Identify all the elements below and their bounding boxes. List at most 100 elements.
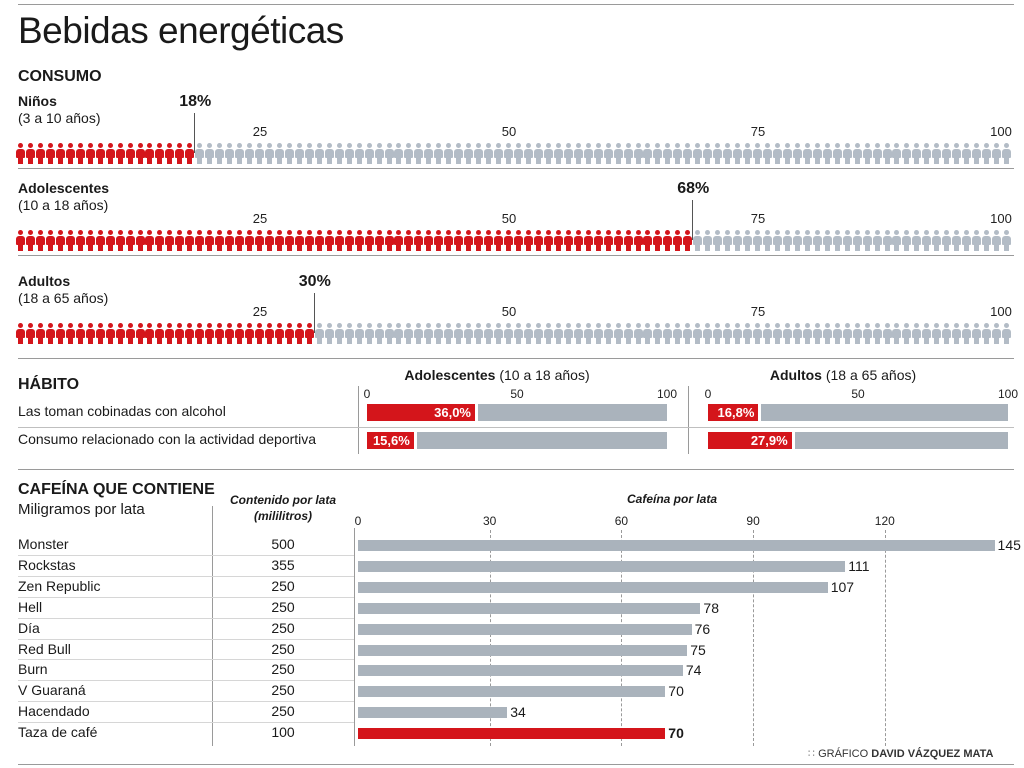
person-icon-filled	[424, 230, 434, 252]
person-head	[804, 230, 810, 235]
group-name: Adultos	[18, 273, 71, 289]
caffeine-value: 111	[848, 557, 870, 574]
person-body	[683, 236, 693, 245]
person-body	[115, 329, 125, 338]
person-legs	[735, 244, 741, 251]
person-head	[47, 143, 53, 148]
person-icon-empty	[613, 143, 623, 165]
person-head	[864, 143, 870, 148]
person-icon-empty	[444, 323, 454, 345]
person-icon-filled	[633, 230, 643, 252]
habito-row-label: Consumo relacionado con la actividad dep…	[18, 431, 317, 447]
habito-panel-title-rest: (18 a 65 años)	[821, 367, 917, 383]
person-icon-empty	[1002, 230, 1012, 252]
person-icon-empty	[962, 143, 972, 165]
person-head	[406, 323, 412, 328]
person-legs	[466, 157, 472, 164]
person-body	[563, 149, 573, 158]
person-legs	[745, 337, 751, 344]
person-legs	[476, 157, 482, 164]
person-icon-filled	[653, 230, 663, 252]
person-legs	[934, 337, 940, 344]
person-head	[197, 143, 203, 148]
person-icon-filled	[394, 230, 404, 252]
person-icon-filled	[45, 230, 55, 252]
brand-label: Rockstas	[18, 556, 76, 573]
person-icon-empty	[653, 143, 663, 165]
person-head	[954, 143, 960, 148]
person-legs	[207, 157, 213, 164]
person-body	[613, 236, 623, 245]
caffeine-bar	[358, 665, 683, 677]
person-legs	[615, 244, 621, 251]
person-body	[583, 236, 593, 245]
habito-tick-label: 0	[704, 387, 712, 401]
person-icon-filled	[334, 230, 344, 252]
volume-column-header: Contenido por lata (mililitros)	[230, 492, 336, 524]
person-head	[904, 230, 910, 235]
person-head	[267, 323, 272, 328]
person-icon-empty	[374, 323, 384, 345]
person-legs	[67, 337, 73, 344]
caffeine-row-separator	[18, 680, 354, 682]
person-body	[145, 149, 155, 158]
person-body	[314, 149, 324, 158]
person-head	[227, 230, 233, 235]
person-icon-filled	[364, 230, 374, 252]
person-head	[685, 230, 691, 235]
person-body	[205, 329, 215, 338]
person-body	[484, 329, 494, 338]
brand-label: Taza de café	[18, 724, 98, 741]
person-head	[257, 323, 263, 328]
person-head	[665, 323, 671, 328]
person-legs	[984, 244, 990, 251]
person-head	[994, 230, 1000, 235]
person-icon-filled	[145, 230, 155, 252]
person-head	[286, 323, 292, 328]
person-legs	[496, 244, 502, 251]
person-head	[585, 323, 591, 328]
cafeina-separator-left	[212, 506, 213, 746]
person-icon-empty	[324, 323, 334, 345]
person-icon-empty	[434, 143, 444, 165]
volume-value: 250	[271, 577, 295, 594]
person-head	[286, 143, 292, 148]
person-icon-empty	[474, 323, 484, 345]
person-body	[962, 329, 972, 338]
person-body	[892, 149, 902, 158]
person-head	[685, 143, 691, 148]
person-legs	[436, 337, 442, 344]
person-icon-empty	[792, 143, 802, 165]
person-head	[814, 323, 820, 328]
person-body	[225, 236, 235, 245]
person-body	[723, 149, 733, 158]
caffeine-value: 145	[997, 537, 1021, 553]
person-legs	[615, 337, 621, 344]
person-head	[356, 143, 362, 148]
person-legs	[904, 337, 910, 344]
person-head	[974, 323, 980, 328]
group-range: (10 a 18 años)	[18, 197, 109, 213]
person-head	[745, 143, 751, 148]
person-head	[735, 230, 741, 235]
person-body	[414, 329, 424, 338]
person-body	[404, 149, 414, 158]
person-icon-filled	[294, 323, 304, 345]
person-legs	[426, 157, 432, 164]
person-head	[416, 323, 422, 328]
person-legs	[396, 157, 402, 164]
person-legs	[47, 157, 53, 164]
person-icon-empty	[842, 143, 852, 165]
person-legs	[296, 337, 302, 344]
person-icon-filled	[205, 323, 215, 345]
person-legs	[306, 157, 312, 164]
person-legs	[924, 337, 930, 344]
person-icon-empty	[314, 143, 324, 165]
person-icon-filled	[265, 323, 274, 345]
pictogram-row	[16, 230, 1012, 252]
person-body	[115, 149, 125, 158]
person-icon-empty	[822, 143, 832, 165]
person-icon-empty	[563, 143, 573, 165]
person-head	[695, 323, 701, 328]
person-body	[95, 329, 105, 338]
